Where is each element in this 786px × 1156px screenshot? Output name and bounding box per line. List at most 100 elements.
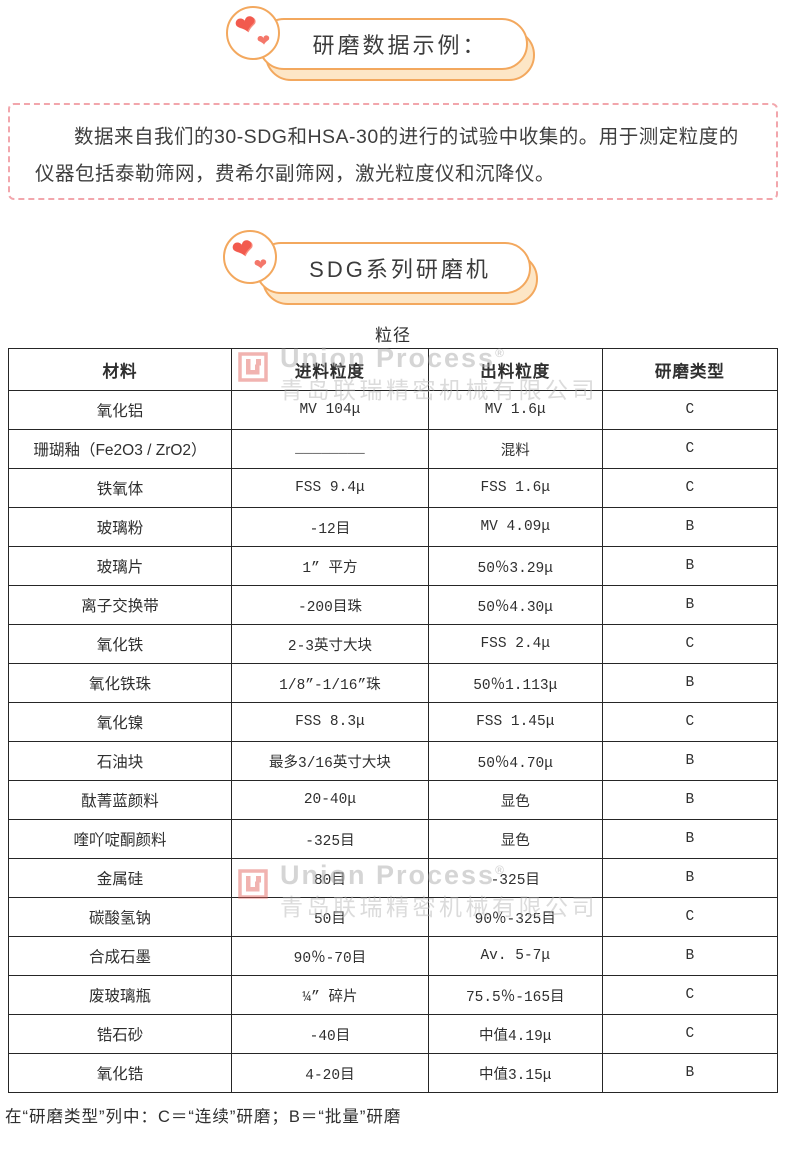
cell-output-size: FSS 1.6μ bbox=[427, 468, 603, 508]
cell-grind-type: B bbox=[601, 780, 779, 820]
cell-output-size: 50％4.30μ bbox=[427, 585, 603, 625]
cell-material: 氧化镍 bbox=[8, 702, 232, 742]
cell-output-size: 50％1.113μ bbox=[427, 663, 603, 703]
table-row: 氧化镍 FSS 8.3μ FSS 1.45μ C bbox=[8, 702, 779, 742]
table-body: 氧化铝 MV 104μ MV 1.6μ C 珊瑚釉（Fe2O3 / ZrO2） _____… bbox=[8, 390, 779, 1093]
cell-grind-type: B bbox=[601, 936, 779, 976]
cell-material: 合成石墨 bbox=[8, 936, 232, 976]
cell-material: 氧化铝 bbox=[8, 390, 232, 430]
section-badge-grinding-data: 研磨数据示例： ❤ ❤ bbox=[0, 6, 786, 81]
cell-feed-size: 80目 bbox=[231, 858, 429, 898]
cell-grind-type: C bbox=[601, 468, 779, 508]
cell-grind-type: B bbox=[601, 585, 779, 625]
cell-output-size: FSS 2.4μ bbox=[427, 624, 603, 664]
cell-feed-size: -40目 bbox=[231, 1014, 429, 1054]
intro-text: 数据来自我们的30-SDG和HSA-30的进行的试验中收集的。用于测定粒度的仪器… bbox=[35, 126, 739, 185]
cell-output-size: 90％-325目 bbox=[427, 897, 603, 937]
table-row: 金属硅 80目 -325目 B bbox=[8, 858, 779, 898]
cell-output-size: -325目 bbox=[427, 858, 603, 898]
table-row: 珊瑚釉（Fe2O3 / ZrO2） ________ 混料 C bbox=[8, 429, 779, 469]
cell-output-size: 显色 bbox=[427, 780, 603, 820]
cell-feed-size: 20-40μ bbox=[231, 780, 429, 820]
cell-feed-size: FSS 9.4μ bbox=[231, 468, 429, 508]
badge-label: SDG系列研磨机 bbox=[255, 242, 531, 294]
cell-grind-type: C bbox=[601, 897, 779, 937]
cell-feed-size: ¼” 碎片 bbox=[231, 975, 429, 1015]
cell-grind-type: C bbox=[601, 429, 779, 469]
table-row: 铁氧体 FSS 9.4μ FSS 1.6μ C bbox=[8, 468, 779, 508]
cell-output-size: 50％4.70μ bbox=[427, 741, 603, 781]
cell-grind-type: C bbox=[601, 702, 779, 742]
cell-output-size: 75.5％-165目 bbox=[427, 975, 603, 1015]
cell-feed-size: -200目珠 bbox=[231, 585, 429, 625]
table-row: 废玻璃瓶 ¼” 碎片 75.5％-165目 C bbox=[8, 975, 779, 1015]
cell-output-size: Av. 5-7μ bbox=[427, 936, 603, 976]
hearts-icon: ❤ ❤ bbox=[223, 230, 278, 284]
intro-note-box: 数据来自我们的30-SDG和HSA-30的进行的试验中收集的。用于测定粒度的仪器… bbox=[8, 103, 778, 200]
column-header: 出料粒度 bbox=[427, 348, 603, 391]
badge-label: 研磨数据示例： bbox=[258, 18, 528, 70]
table-row: 碳酸氢钠 50目 90％-325目 C bbox=[8, 897, 779, 937]
cell-grind-type: B bbox=[601, 819, 779, 859]
cell-material: 玻璃粉 bbox=[8, 507, 232, 547]
cell-material: 废玻璃瓶 bbox=[8, 975, 232, 1015]
cell-feed-size: 1” 平方 bbox=[231, 546, 429, 586]
cell-output-size: 混料 bbox=[427, 429, 603, 469]
table-row: 离子交换带 -200目珠 50％4.30μ B bbox=[8, 585, 779, 625]
cell-material: 珊瑚釉（Fe2O3 / ZrO2） bbox=[8, 429, 232, 469]
column-header: 研磨类型 bbox=[601, 348, 779, 391]
cell-material: 铁氧体 bbox=[8, 468, 232, 508]
cell-material: 氧化铁 bbox=[8, 624, 232, 664]
table-row: 氧化铁 2-3英寸大块 FSS 2.4μ C bbox=[8, 624, 779, 664]
heart-small-icon: ❤ bbox=[256, 32, 272, 51]
cell-feed-size: 2-3英寸大块 bbox=[231, 624, 429, 664]
cell-feed-size: MV 104μ bbox=[231, 390, 429, 430]
table-title: 粒径 bbox=[375, 326, 411, 345]
cell-grind-type: B bbox=[601, 663, 779, 703]
cell-material: 喹吖啶酮颜料 bbox=[8, 819, 232, 859]
cell-material: 碳酸氢钠 bbox=[8, 897, 232, 937]
column-header: 进料粒度 bbox=[231, 348, 429, 391]
cell-grind-type: C bbox=[601, 390, 779, 430]
table-row: 氧化铝 MV 104μ MV 1.6μ C bbox=[8, 390, 779, 430]
cell-feed-size: 50目 bbox=[231, 897, 429, 937]
cell-feed-size: -12目 bbox=[231, 507, 429, 547]
cell-grind-type: C bbox=[601, 624, 779, 664]
cell-material: 石油块 bbox=[8, 741, 232, 781]
cell-material: 玻璃片 bbox=[8, 546, 232, 586]
grind-type-legend: 在“研磨类型”列中：C＝“连续”研磨；B＝“批量”研磨 bbox=[5, 1108, 402, 1126]
cell-feed-size: 90％-70目 bbox=[231, 936, 429, 976]
hearts-icon: ❤ ❤ bbox=[226, 6, 281, 60]
cell-material: 酞菁蓝颜料 bbox=[8, 780, 232, 820]
cell-grind-type: C bbox=[601, 975, 779, 1015]
cell-grind-type: B bbox=[601, 546, 779, 586]
heart-small-icon: ❤ bbox=[252, 256, 269, 275]
table-head: 材料 进料粒度 出料粒度 研磨类型 bbox=[8, 348, 779, 391]
cell-feed-size: 最多3/16英寸大块 bbox=[231, 741, 429, 781]
table-row: 合成石墨 90％-70目 Av. 5-7μ B bbox=[8, 936, 779, 976]
table-row: 酞菁蓝颜料 20-40μ 显色 B bbox=[8, 780, 779, 820]
cell-feed-size: FSS 8.3μ bbox=[231, 702, 429, 742]
cell-output-size: 中值4.19μ bbox=[427, 1014, 603, 1054]
table-row: 玻璃片 1” 平方 50％3.29μ B bbox=[8, 546, 779, 586]
table-row: 玻璃粉 -12目 MV 4.09μ B bbox=[8, 507, 779, 547]
cell-output-size: 中值3.15μ bbox=[427, 1053, 603, 1093]
cell-grind-type: B bbox=[601, 858, 779, 898]
cell-output-size: 显色 bbox=[427, 819, 603, 859]
cell-grind-type: B bbox=[601, 507, 779, 547]
cell-output-size: 50％3.29μ bbox=[427, 546, 603, 586]
cell-grind-type: B bbox=[601, 741, 779, 781]
table-row: 氧化锆 4-20目 中值3.15μ B bbox=[8, 1053, 779, 1093]
table-row: 喹吖啶酮颜料 -325目 显色 B bbox=[8, 819, 779, 859]
column-header: 材料 bbox=[8, 348, 232, 391]
cell-material: 金属硅 bbox=[8, 858, 232, 898]
cell-feed-size: -325目 bbox=[231, 819, 429, 859]
cell-feed-size: 4-20目 bbox=[231, 1053, 429, 1093]
cell-grind-type: B bbox=[601, 1053, 779, 1093]
cell-output-size: MV 4.09μ bbox=[427, 507, 603, 547]
cell-output-size: FSS 1.45μ bbox=[427, 702, 603, 742]
table-row: 锆石砂 -40目 中值4.19μ C bbox=[8, 1014, 779, 1054]
cell-material: 离子交换带 bbox=[8, 585, 232, 625]
table-row: 氧化铁珠 1/8”-1/16”珠 50％1.113μ B bbox=[8, 663, 779, 703]
cell-material: 锆石砂 bbox=[8, 1014, 232, 1054]
